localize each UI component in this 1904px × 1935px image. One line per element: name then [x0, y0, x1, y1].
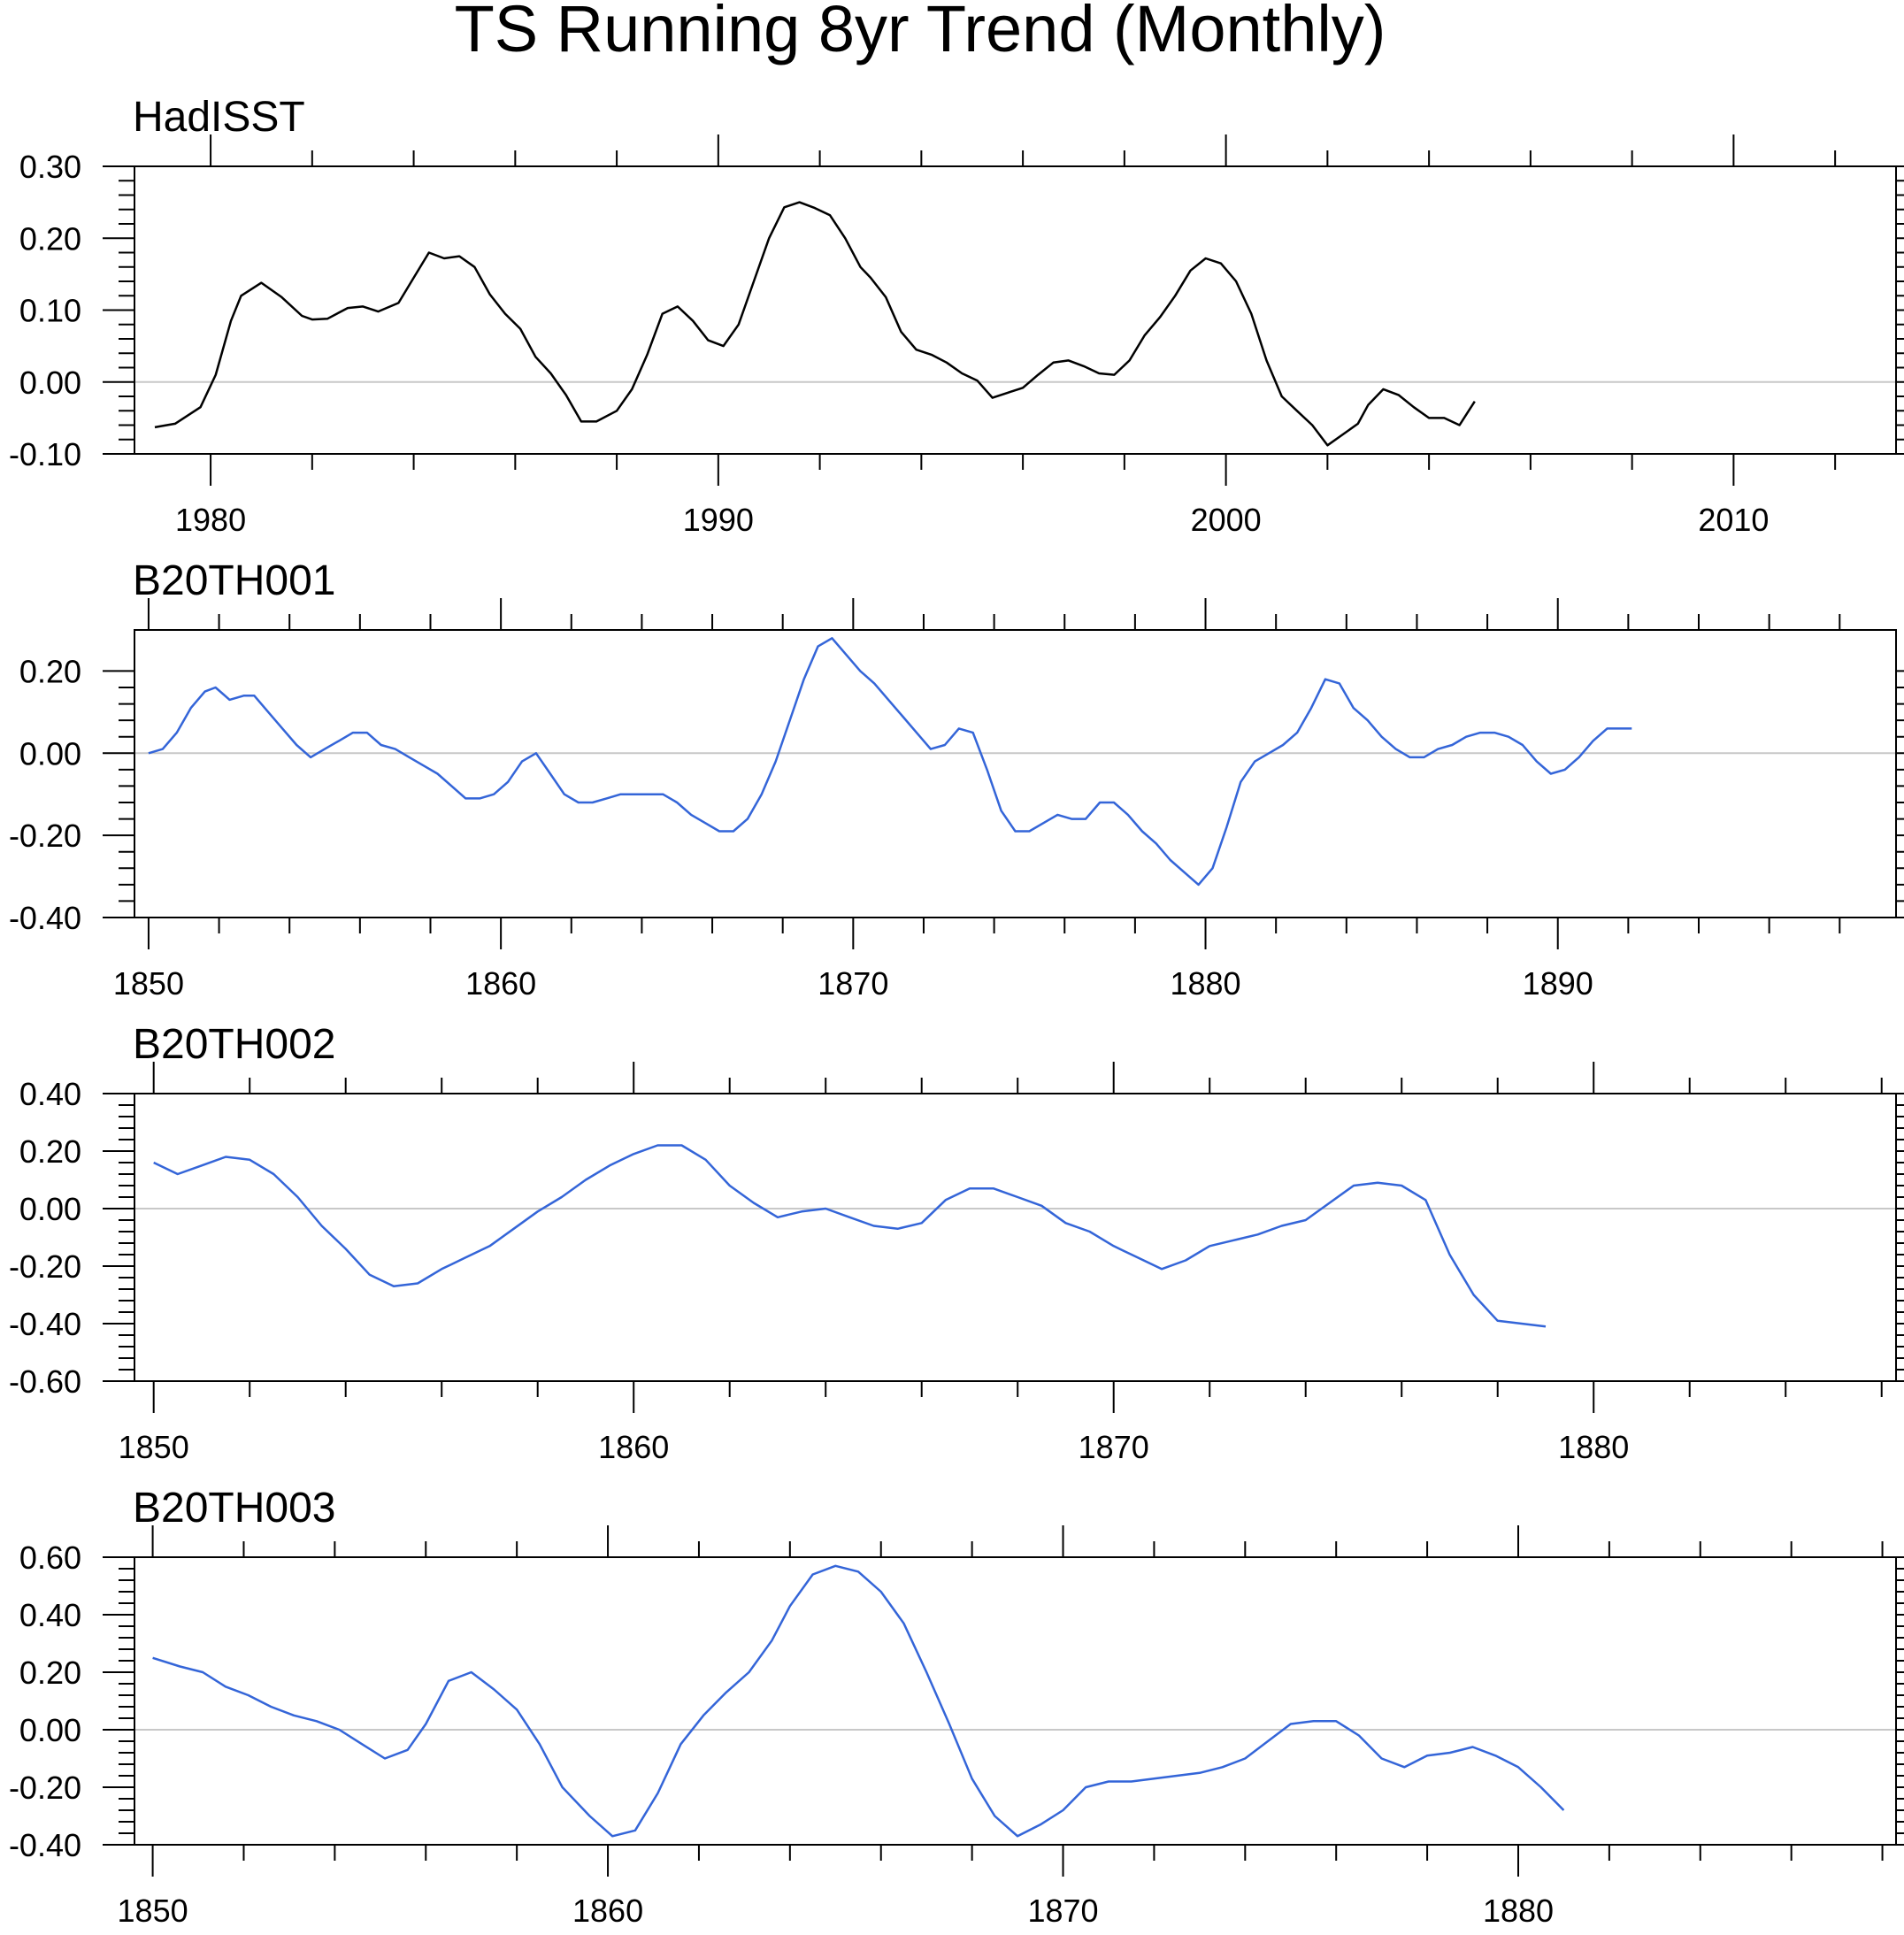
- y-tick-label: -0.60: [9, 1363, 81, 1400]
- y-tick-label: -0.40: [9, 1306, 81, 1342]
- y-tick-label: -0.40: [9, 1827, 81, 1863]
- y-tick-label: 0.20: [19, 1133, 81, 1170]
- figure-title: TS Running 8yr Trend (Monthly): [455, 0, 1386, 65]
- x-tick-label: 1890: [1523, 965, 1593, 1002]
- y-tick-label: 0.00: [19, 1712, 81, 1748]
- y-tick-label: -0.20: [9, 1770, 81, 1806]
- x-tick-label: 1880: [1558, 1429, 1629, 1465]
- x-tick-label: 1870: [1027, 1893, 1098, 1929]
- y-tick-label: 0.20: [19, 653, 81, 689]
- y-tick-label: 0.30: [19, 149, 81, 185]
- x-tick-label: 2010: [1698, 502, 1769, 538]
- y-tick-label: 0.00: [19, 735, 81, 772]
- y-tick-label: -0.20: [9, 818, 81, 854]
- plot-frame: [134, 1556, 1897, 1846]
- chart-panel-hadisst: HadISST 1980 1990 2000 2010 -0.10 0.00 0.10 0.2…: [9, 94, 1904, 538]
- chart-panel-b20th003: B20TH003 1850 1860 1870 1880 -0.40 -0.20 0.00 0…: [9, 1485, 1904, 1929]
- x-tick-label: 1870: [1079, 1429, 1149, 1465]
- x-tick-label: 1860: [572, 1893, 643, 1929]
- y-tick-label: 0.10: [19, 293, 81, 329]
- plot-frame: [134, 165, 1897, 455]
- y-tick-label: 0.20: [19, 220, 81, 257]
- y-tick-label: 0.60: [19, 1540, 81, 1576]
- series-line-b20th001: [148, 637, 1632, 887]
- x-tick-label: 1880: [1170, 965, 1240, 1002]
- x-tick-label: 1990: [683, 502, 754, 538]
- y-tick-label: -0.20: [9, 1248, 81, 1285]
- series-line-hadisst: [154, 201, 1476, 447]
- x-tick-label: 2000: [1191, 502, 1262, 538]
- series-line-b20th003: [152, 1564, 1565, 1838]
- panel-title: B20TH003: [133, 1485, 335, 1532]
- chart-panel-b20th001: B20TH001 1850 1860 1870 1880 1890 -0.40 -0.20 0…: [9, 557, 1904, 1002]
- y-tick-label: 0.20: [19, 1655, 81, 1691]
- x-tick-label: 1870: [818, 965, 888, 1002]
- y-tick-label: 0.00: [19, 365, 81, 401]
- x-tick-label: 1850: [113, 965, 184, 1002]
- y-tick-label: 0.40: [19, 1076, 81, 1112]
- x-tick-label: 1860: [465, 965, 536, 1002]
- x-tick-label: 1860: [598, 1429, 669, 1465]
- panel-title: B20TH002: [133, 1021, 335, 1068]
- panel-title: B20TH001: [133, 557, 335, 604]
- y-tick-label: 0.00: [19, 1191, 81, 1227]
- series-line-b20th002: [153, 1144, 1547, 1328]
- plot-frame: [134, 629, 1897, 918]
- y-tick-label: 0.40: [19, 1597, 81, 1633]
- chart-panel-b20th002: B20TH002 1850 1860 1870 1880 -0.60 -0.40 -0.20…: [9, 1021, 1904, 1465]
- plot-frame: [134, 1093, 1897, 1382]
- panel-title: HadISST: [133, 94, 305, 141]
- x-tick-label: 1880: [1483, 1893, 1554, 1929]
- x-tick-label: 1850: [119, 1429, 189, 1465]
- y-tick-label: -0.10: [9, 436, 81, 472]
- x-tick-label: 1980: [175, 502, 246, 538]
- x-tick-label: 1850: [118, 1893, 188, 1929]
- y-tick-label: -0.40: [9, 900, 81, 936]
